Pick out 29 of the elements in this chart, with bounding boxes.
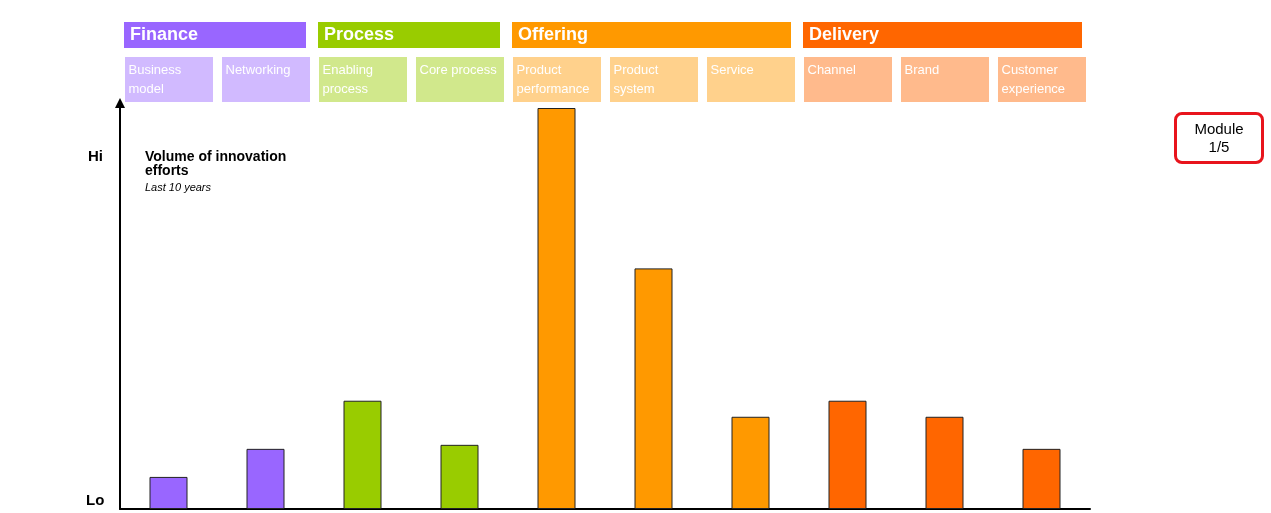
label-box: Enabling process <box>318 57 407 102</box>
bar <box>828 400 867 509</box>
bar <box>246 448 285 509</box>
label-box: Business model <box>124 57 213 102</box>
label-box: Product performance <box>512 57 601 102</box>
label-box: Service <box>706 57 795 102</box>
text: Last 10 years <box>145 180 212 193</box>
label-box: Networking <box>221 57 310 102</box>
bar <box>634 268 673 509</box>
text: Offering <box>518 24 588 44</box>
bar <box>343 400 382 509</box>
bar <box>440 444 479 509</box>
text: Hi <box>88 147 103 164</box>
text: Finance <box>130 24 199 44</box>
text: Process <box>324 24 395 44</box>
text: Volume of innovation efforts <box>145 148 291 178</box>
bar <box>149 476 188 509</box>
module-box: Module 1/5 <box>1174 112 1264 164</box>
label-box: Channel <box>803 57 892 102</box>
label-box: Customer experience <box>997 57 1086 102</box>
text: Lo <box>86 491 105 508</box>
label-box: Product system <box>609 57 698 102</box>
bar <box>537 108 576 509</box>
label-box: Brand <box>900 57 989 102</box>
bar <box>731 416 770 509</box>
label-box: Core process <box>415 57 504 102</box>
bar <box>1022 448 1061 509</box>
bar <box>925 416 964 509</box>
text: Delivery <box>809 24 880 44</box>
